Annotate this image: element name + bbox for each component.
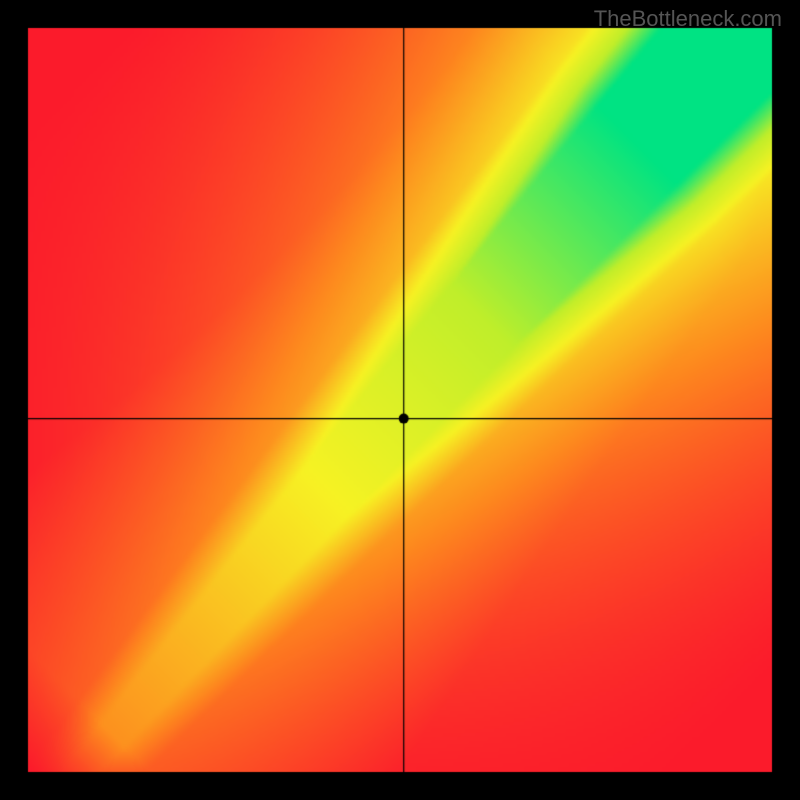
heatmap-canvas	[0, 0, 800, 800]
watermark-text: TheBottleneck.com	[594, 6, 782, 32]
chart-container: TheBottleneck.com	[0, 0, 800, 800]
